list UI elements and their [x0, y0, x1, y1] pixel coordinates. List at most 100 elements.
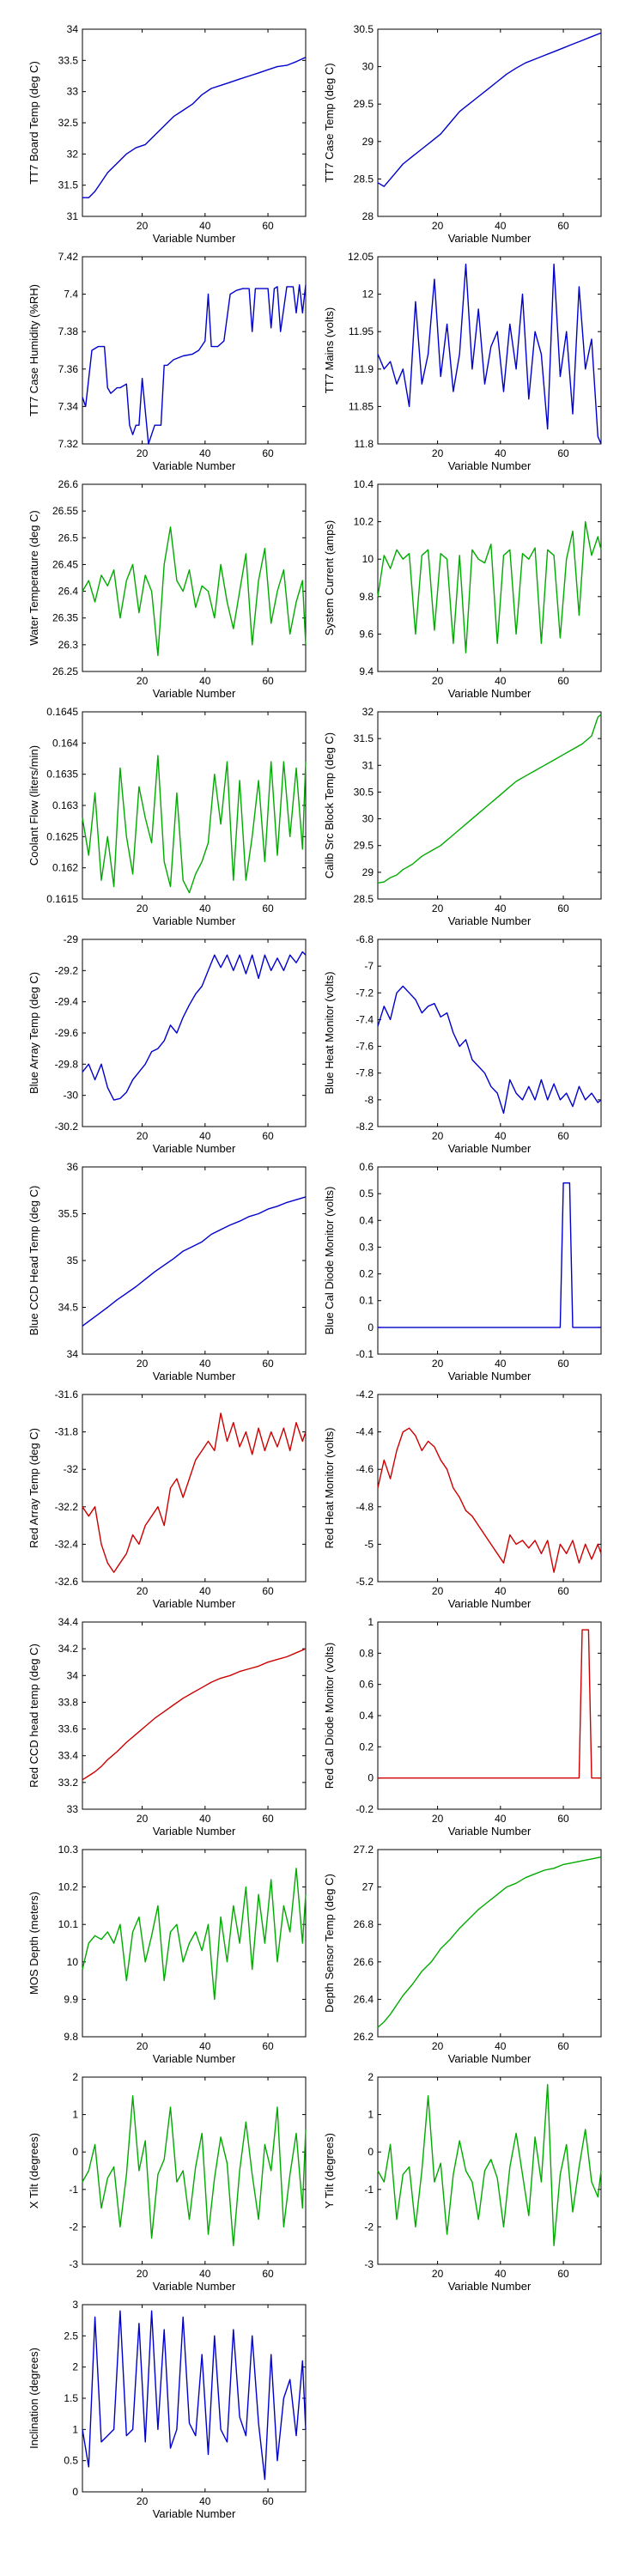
y-tick-label: 0.6 — [359, 1161, 374, 1173]
plot-frame — [82, 256, 307, 445]
y-tick-label: -7.4 — [355, 1013, 374, 1025]
y-tick-label: 34.4 — [58, 1616, 79, 1628]
subplot-21: 0 0.5 1 1.5 2 2.5 3 20 40 60 Variable Number Inclin… — [27, 2299, 307, 2520]
subplot-1: 31 31.5 32 32.5 33 33.5 34 20 40 60 Variable Numbe… — [27, 23, 307, 245]
y-tick-label: 26.6 — [354, 1956, 374, 1968]
y-tick-label: -0.2 — [355, 1803, 374, 1815]
y-tick-label: -3 — [69, 2258, 78, 2270]
subplot-15: 33 33.2 33.4 33.6 33.8 34 34.2 34.4 20 40 60 Variab… — [27, 1616, 307, 1838]
x-tick-label: 20 — [432, 2268, 444, 2280]
subplot-2: 28 28.5 29 29.5 30 30.5 20 40 60 Variable Number T… — [323, 23, 602, 245]
y-tick-label: -4.4 — [355, 1426, 374, 1438]
x-axis-label: Variable Number — [448, 687, 532, 700]
x-tick-label: 20 — [432, 447, 444, 459]
x-tick-label: 40 — [495, 2268, 507, 2280]
x-tick-label: 60 — [262, 1130, 274, 1142]
subplot-17: 9.8 9.9 10 10.1 10.2 10.3 20 40 60 Variable Numbe… — [27, 1844, 307, 2065]
subplot-14: -5.2 -5 -4.8 -4.6 -4.4 -4.2 20 40 60 Variable Num… — [323, 1388, 602, 1610]
x-tick-label: 60 — [557, 1813, 569, 1825]
x-axis-label: Variable Number — [153, 1142, 236, 1155]
y-tick-label: 10 — [362, 553, 374, 565]
plot-frame — [377, 1621, 602, 1810]
x-tick-label: 60 — [557, 2268, 569, 2280]
y-tick-label: 26.4 — [354, 1993, 374, 2005]
series-line — [82, 57, 307, 198]
x-tick-label: 20 — [432, 1130, 444, 1142]
y-tick-label: 34 — [67, 1669, 79, 1681]
y-tick-label: -32.2 — [55, 1501, 79, 1513]
y-axis-label: Y Tilt (degrees) — [323, 2133, 336, 2208]
y-axis-label: Blue Heat Monitor (volts) — [323, 971, 336, 1094]
series-line — [378, 1182, 601, 1328]
y-tick-label: -4.6 — [355, 1463, 374, 1475]
y-tick-label: 1 — [72, 2423, 78, 2435]
x-tick-label: 20 — [432, 2040, 444, 2052]
x-tick-label: 20 — [137, 1813, 149, 1825]
y-tick-label: 9.4 — [359, 665, 374, 677]
y-tick-label: 11.85 — [349, 400, 374, 412]
y-tick-label: 26.6 — [58, 478, 79, 490]
y-tick-label: 26.25 — [52, 665, 78, 677]
x-tick-label: 60 — [557, 1585, 569, 1597]
y-tick-label: 32.5 — [58, 117, 79, 129]
y-tick-label: 1 — [72, 2109, 78, 2121]
x-axis-label: Variable Number — [153, 1370, 236, 1382]
x-tick-label: 40 — [495, 1585, 507, 1597]
y-tick-label: 26.4 — [58, 586, 79, 598]
series-line — [377, 1427, 602, 1573]
y-tick-label: 0.4 — [359, 1214, 374, 1226]
subplot-19: -3 -2 -1 0 1 2 20 40 60 Variable Number X Tilt (de… — [27, 2071, 307, 2293]
y-tick-label: 0.1 — [359, 1295, 374, 1307]
x-tick-label: 60 — [262, 675, 274, 687]
x-tick-label: 40 — [199, 1358, 211, 1370]
y-tick-label: 26.3 — [58, 639, 79, 651]
x-tick-label: 60 — [557, 902, 569, 914]
x-tick-label: 20 — [432, 1585, 444, 1597]
x-tick-label: 40 — [495, 902, 507, 914]
y-tick-label: 0 — [368, 1772, 374, 1784]
series-line — [82, 526, 307, 656]
y-tick-label: 0.2 — [359, 1268, 374, 1280]
y-tick-label: 29.5 — [354, 98, 374, 110]
y-tick-label: 32 — [67, 148, 79, 160]
x-tick-label: 20 — [137, 447, 149, 459]
y-tick-label: -29.4 — [55, 996, 79, 1008]
x-tick-label: 20 — [137, 1585, 149, 1597]
y-tick-label: 27 — [362, 1881, 374, 1893]
x-axis-label: Variable Number — [448, 914, 532, 927]
subplot-5: 26.25 26.3 26.35 26.4 26.45 26.5 26.55 26.6 20 40… — [27, 478, 307, 700]
x-axis-label: Variable Number — [153, 2507, 236, 2520]
y-tick-label: 0.8 — [359, 1647, 374, 1659]
y-tick-label: 31.5 — [354, 732, 374, 744]
y-tick-label: 12 — [362, 289, 374, 301]
x-tick-label: 60 — [557, 675, 569, 687]
x-axis-label: Variable Number — [153, 2280, 236, 2293]
y-tick-label: 12.05 — [348, 251, 374, 263]
x-axis-label: Variable Number — [448, 232, 532, 245]
y-tick-label: 7.4 — [64, 289, 78, 301]
series-line — [82, 1413, 307, 1573]
series-line — [82, 1196, 307, 1327]
x-tick-label: 60 — [557, 220, 569, 232]
x-axis-label: Variable Number — [153, 232, 236, 245]
x-tick-label: 40 — [495, 447, 507, 459]
y-tick-label: 0.1635 — [46, 769, 78, 781]
series-line — [377, 32, 602, 187]
y-tick-label: 11.95 — [349, 325, 374, 337]
x-tick-label: 60 — [262, 2040, 274, 2052]
y-tick-label: 26.8 — [354, 1918, 374, 1930]
y-tick-label: -2 — [69, 2221, 78, 2233]
y-tick-label: 33 — [67, 1803, 79, 1815]
y-tick-label: 29 — [362, 866, 374, 878]
x-tick-label: 60 — [262, 220, 274, 232]
series-line — [82, 1868, 307, 2001]
subplot-10: -8.2 -8 -7.8 -7.6 -7.4 -7.2 -7 -6.8 20 40 60 Variab… — [323, 933, 602, 1155]
plot-frame — [377, 1849, 602, 2038]
y-tick-label: 33.4 — [58, 1750, 79, 1762]
y-tick-label: -31.6 — [55, 1388, 79, 1400]
y-tick-label: -7.8 — [355, 1067, 374, 1079]
y-axis-label: Blue Cal Diode Monitor (volts) — [323, 1187, 336, 1335]
y-tick-label: 10.4 — [354, 478, 374, 490]
y-tick-label: -29.6 — [55, 1027, 79, 1039]
y-tick-label: 10.2 — [354, 516, 374, 528]
